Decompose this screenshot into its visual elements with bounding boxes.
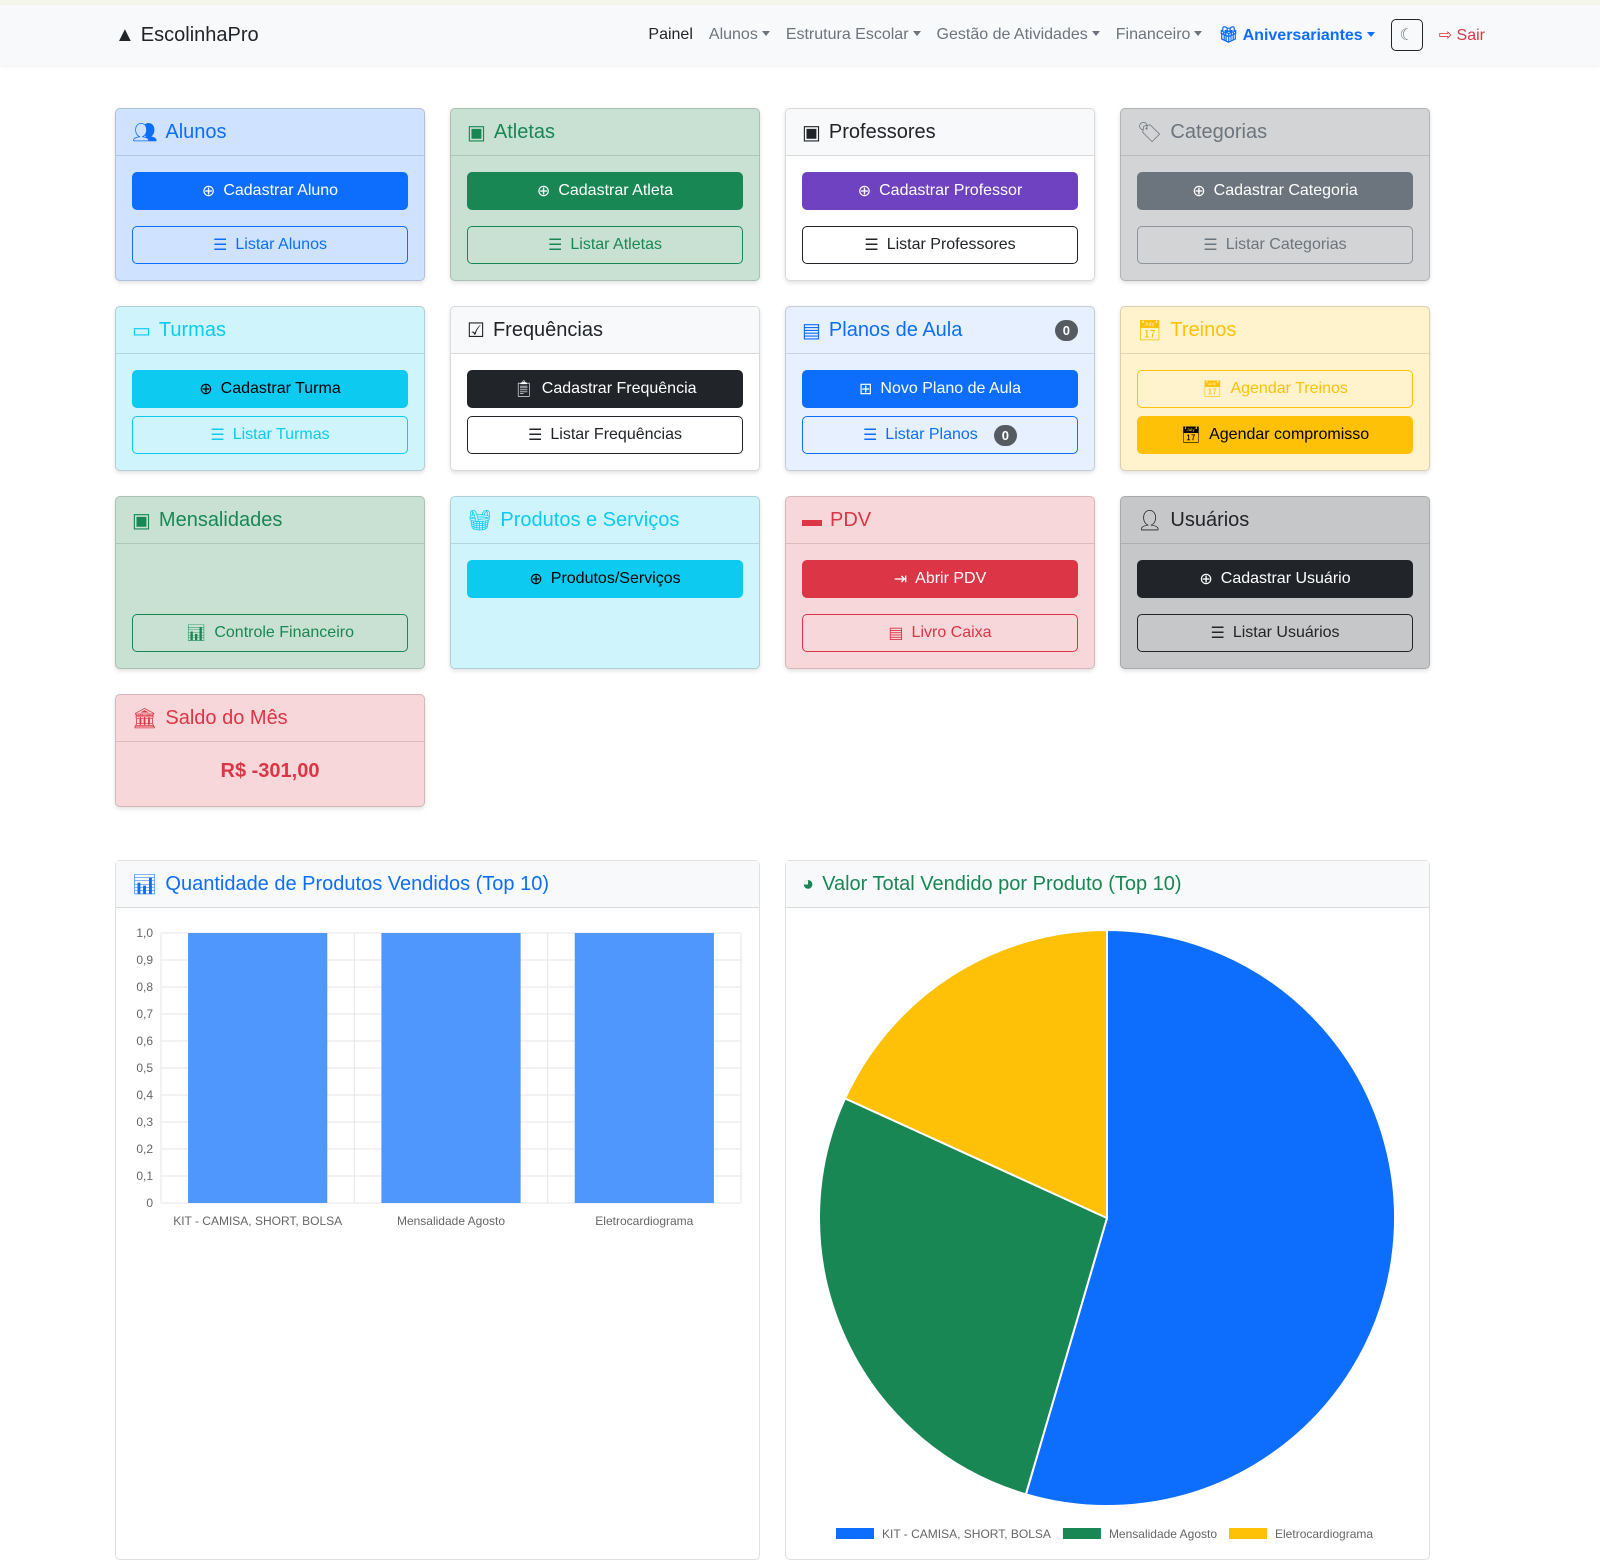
nav-financeiro[interactable]: Financeiro xyxy=(1116,26,1203,44)
pie-slice xyxy=(1024,928,1396,1507)
brand[interactable]: ▲ EscolinhaPro xyxy=(115,23,259,46)
card-planos-aula: ▤ Planos de Aula 0 ⊞ Novo Plano de Aula ☰ … xyxy=(785,306,1095,471)
agendar-compromisso-button[interactable]: 📅︎ Agendar compromisso xyxy=(1137,416,1413,454)
legend-swatch xyxy=(1229,1528,1268,1539)
card-atletas: ▣ Atletas ⊕ Cadastrar Atleta ☰ Listar Atl… xyxy=(450,108,760,281)
y-tick-label: 0,8 xyxy=(136,980,153,994)
legend-swatch xyxy=(1062,1528,1101,1539)
inbox-icon: ▭ xyxy=(132,319,151,342)
y-tick-label: 0,3 xyxy=(136,1115,153,1129)
listar-categorias-button[interactable]: ☰ Listar Categorias xyxy=(1137,226,1413,264)
bar xyxy=(381,933,521,1203)
card-usuarios: 👤︎ Usuários ⊕ Cadastrar Usuário ☰ Listar … xyxy=(1120,496,1430,669)
cadastrar-categoria-button[interactable]: ⊕ Cadastrar Categoria xyxy=(1137,172,1413,210)
pie-slice xyxy=(818,1097,1109,1496)
journal-icon: ▤ xyxy=(802,319,821,342)
legend-swatch xyxy=(836,1528,874,1539)
y-tick-label: 0,9 xyxy=(136,953,153,967)
listar-professores-button[interactable]: ☰ Listar Professores xyxy=(802,226,1078,264)
card-turmas: ▭ Turmas ⊕ Cadastrar Turma ☰ Listar Turma… xyxy=(115,306,425,471)
pie-chart-icon: ◕ xyxy=(802,872,815,895)
dark-mode-toggle[interactable]: ☾ xyxy=(1390,19,1423,51)
y-tick-label: 0,7 xyxy=(136,1007,153,1021)
y-tick-label: 1,0 xyxy=(136,926,153,940)
y-tick-label: 0,2 xyxy=(136,1142,153,1156)
novo-plano-button[interactable]: ⊞ Novo Plano de Aula xyxy=(802,370,1078,408)
y-tick-label: 0,5 xyxy=(136,1061,153,1075)
cadastrar-turma-button[interactable]: ⊕ Cadastrar Turma xyxy=(132,370,408,408)
cadastrar-frequencia-button[interactable]: 📋︎ Cadastrar Frequência xyxy=(467,370,743,408)
card-produtos: 🧺︎ Produtos e Serviços ⊕ Produtos/Serviço… xyxy=(450,496,760,669)
cash-icon: ▣ xyxy=(132,509,151,532)
users-icon: 👥︎ xyxy=(132,121,158,144)
listar-turmas-button[interactable]: ☰ Listar Turmas xyxy=(132,416,408,454)
cadastrar-atleta-button[interactable]: ⊕ Cadastrar Atleta xyxy=(467,172,743,210)
listar-planos-button[interactable]: ☰ Listar Planos 0 xyxy=(802,416,1078,454)
pie-chart: KIT - CAMISA, SHORT, BOLSA Mensalidade Ag… xyxy=(818,928,1396,1541)
x-tick-label: Eletrocardiograma xyxy=(595,1214,693,1228)
register-icon: ▬ xyxy=(802,508,822,531)
nav-painel[interactable]: Painel xyxy=(648,26,693,43)
listar-usuarios-button[interactable]: ☰ Listar Usuários xyxy=(1137,614,1413,652)
legend-label: KIT - CAMISA, SHORT, BOLSA xyxy=(882,1527,1051,1541)
bar xyxy=(188,933,328,1203)
listar-frequencias-button[interactable]: ☰ Listar Frequências xyxy=(467,416,743,454)
livro-caixa-button[interactable]: ▤ Livro Caixa xyxy=(802,614,1078,652)
gift-icon: 🎁︎ xyxy=(1218,27,1239,44)
card-professores: ▣ Professores ⊕ Cadastrar Professor ☰ Lis… xyxy=(785,108,1095,281)
card-frequencias: ☑ Frequências 📋︎ Cadastrar Frequência ☰ L… xyxy=(450,306,760,471)
legend-label: Mensalidade Agosto xyxy=(1109,1527,1217,1541)
check-square-icon: ☑ xyxy=(467,319,485,342)
bar xyxy=(574,933,714,1203)
abrir-pdv-button[interactable]: ⇥ Abrir PDV xyxy=(802,560,1078,598)
bar-chart: 0 0,1 0,2 0,3 0,4 0,5 0,6 0,7 0,8 0,9 1,0 KIT - CAM… xyxy=(136,926,742,1228)
saldo-value: R$ -301,00 xyxy=(220,760,320,782)
x-tick-label: KIT - CAMISA, SHORT, BOLSA xyxy=(173,1214,342,1228)
logout-link[interactable]: ⇨ Sair xyxy=(1438,27,1485,44)
x-tick-label: Mensalidade Agosto xyxy=(397,1214,505,1228)
bar-chart-card: 📊︎ Quantidade de Produtos Vendidos (Top 1… xyxy=(115,860,760,1560)
y-tick-label: 0,1 xyxy=(136,1169,153,1183)
card-pdv: ▬ PDV ⇥ Abrir PDV ▤ Livro Caixa xyxy=(785,496,1095,669)
card-treinos: 📅︎ Treinos 📅︎ Agendar Treinos 📅︎ Agendar … xyxy=(1120,306,1430,471)
planos-count-badge: 0 xyxy=(1054,319,1078,341)
calendar-icon: 📅︎ xyxy=(1137,319,1163,342)
person-badge-icon: ▣ xyxy=(802,121,821,144)
pie-chart-card: ◕ Valor Total Vendido por Produto (Top 10… xyxy=(785,860,1430,1560)
card-categorias: 🏷︎ Categorias ⊕ Cadastrar Categoria ☰ Lis… xyxy=(1120,108,1430,281)
y-tick-label: 0,6 xyxy=(136,1034,153,1048)
y-tick-label: 0,4 xyxy=(136,1088,153,1102)
legend-label: Eletrocardiograma xyxy=(1275,1527,1373,1541)
user-gear-icon: 👤︎ xyxy=(1137,509,1163,532)
badge-icon: ▣ xyxy=(467,121,486,144)
controle-financeiro-button[interactable]: 📊︎ Controle Financeiro xyxy=(132,614,408,652)
nav-estrutura-escolar[interactable]: Estrutura Escolar xyxy=(786,26,921,44)
logout-icon: ⇨ xyxy=(1438,27,1453,44)
nav-gestao-atividades[interactable]: Gestão de Atividades xyxy=(937,26,1100,44)
nav-alunos[interactable]: Alunos xyxy=(709,26,770,44)
tags-icon: 🏷︎ xyxy=(1137,121,1163,144)
card-alunos: 👥︎ Alunos ⊕ Cadastrar Aluno ☰ Listar Alun… xyxy=(115,108,425,281)
agendar-treinos-button[interactable]: 📅︎ Agendar Treinos xyxy=(1137,370,1413,408)
produtos-servicos-button[interactable]: ⊕ Produtos/Serviços xyxy=(467,560,743,598)
listar-atletas-button[interactable]: ☰ Listar Atletas xyxy=(467,226,743,264)
cadastrar-aluno-button[interactable]: ⊕ Cadastrar Aluno xyxy=(132,172,408,210)
moon-icon: ☾ xyxy=(1399,27,1414,44)
basket-icon: 🧺︎ xyxy=(467,509,493,532)
cadastrar-usuario-button[interactable]: ⊕ Cadastrar Usuário xyxy=(1137,560,1413,598)
bar-chart-icon: 📊︎ xyxy=(132,873,158,896)
rocket-icon: ▲ xyxy=(115,23,135,46)
bank-icon: 🏛︎ xyxy=(132,707,158,730)
nav-aniversariantes[interactable]: 🎁︎ Aniversariantes xyxy=(1218,25,1374,45)
pie-slice xyxy=(843,928,1108,1220)
card-saldo: 🏛︎ Saldo do Mês R$ -301,00 xyxy=(115,694,425,807)
navbar: ▲ EscolinhaPro Painel Alunos Estrutura Es… xyxy=(0,5,1600,65)
card-mensalidades: ▣ Mensalidades 📊︎ Controle Financeiro xyxy=(115,496,425,669)
y-tick-label: 0 xyxy=(146,1196,153,1210)
listar-alunos-button[interactable]: ☰ Listar Alunos xyxy=(132,226,408,264)
cadastrar-professor-button[interactable]: ⊕ Cadastrar Professor xyxy=(802,172,1078,210)
